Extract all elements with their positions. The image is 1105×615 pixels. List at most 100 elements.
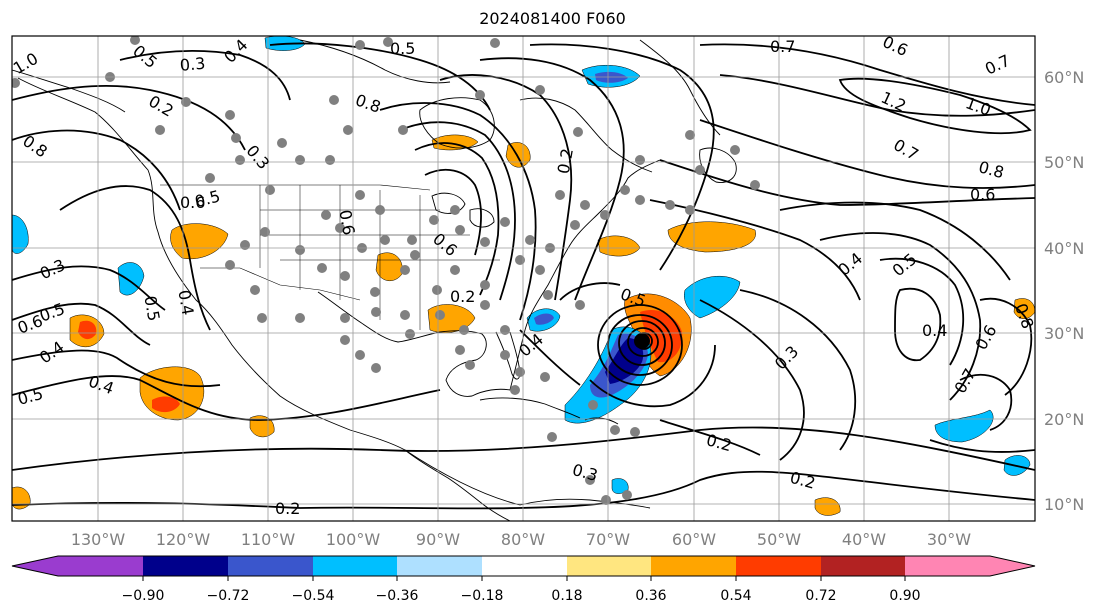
lon-tick-label: 60°W [672,530,716,549]
colorbar-segment [905,556,990,576]
station-dot [295,245,305,255]
contour-line [879,257,965,366]
south-america-north [519,498,651,509]
lon-tick-label: 100°W [326,530,381,549]
colorbar-high-extend [990,556,1035,576]
colorbar-segment [228,556,313,576]
contour-line [699,299,805,461]
station-dot [455,345,465,355]
station-dot [400,310,410,320]
colorbar-tick-label: 0.36 [635,588,666,604]
colorbar-segment [736,556,821,576]
contour-label: 0.6 [180,193,205,212]
station-dot [355,190,365,200]
station-dot [405,329,415,339]
positive-anomaly-california [170,223,229,260]
contour-label: 0.5 [140,294,163,322]
contour-line [59,185,211,331]
station-dot [500,325,510,335]
colorbar-segment [143,556,228,576]
station-dot [231,133,241,143]
station-dot [250,285,260,295]
station-dot [500,350,510,360]
station-dot [610,425,620,435]
contour-line [399,121,516,301]
contour-line [519,329,581,386]
station-dot [355,40,365,50]
station-dot [340,335,350,345]
positive-anomaly-atlantic-ridge [667,221,756,253]
hurricane-contour [597,304,683,386]
station-dot [585,475,595,485]
contour-line [12,349,221,388]
colorbar-ticks [142,576,906,581]
station-dot [398,125,408,135]
lat-tick-label: 40°N [1044,239,1084,258]
station-dot [410,250,420,260]
station-dot [205,173,215,183]
lat-tick-label: 30°N [1044,324,1084,343]
station-dot [181,97,191,107]
station-dot [383,37,393,47]
station-dot [240,240,250,250]
map-plot-area [12,36,1035,521]
colorbar-segment [58,556,143,576]
lon-tick-label: 30°W [927,530,971,549]
contour-line [739,289,857,451]
station-dot [540,372,550,382]
station-dot [295,155,305,165]
station-dot [555,190,565,200]
station-dot [630,427,640,437]
us-canada-border [160,184,431,191]
station-dot [665,200,675,210]
station-dot [547,432,557,442]
station-dot [490,38,500,48]
contour-line [929,439,1035,453]
station-dot [450,265,460,275]
station-dot [535,85,545,95]
map-title: 2024081400 F060 [479,9,626,28]
contour-line [12,375,441,421]
contour-line [979,297,1033,396]
station-dot [480,300,490,310]
lon-tick-label: 80°W [501,530,545,549]
contour-label: 0.4 [922,321,947,340]
station-dot [130,36,140,45]
station-dot [335,223,345,233]
colorbar-tick-label: 0.54 [720,588,751,604]
station-dot [317,263,327,273]
contour-line [699,43,1035,106]
contour-line [379,102,537,321]
station-dot [750,180,760,190]
colorbar-outline [11,555,1036,577]
contour-line [659,159,1035,206]
contour-line [119,49,291,101]
labrador [519,97,653,173]
central-america [404,449,511,521]
arctic-islands [299,39,451,84]
contour-line [894,287,942,362]
station-dot [635,195,645,205]
state-lines [259,185,500,330]
colorbar-segment [482,556,567,576]
contour-line [559,282,621,301]
lat-tick-label: 10°N [1044,495,1084,514]
station-dot [295,313,305,323]
station-dot [622,490,632,500]
station-dot [371,307,381,317]
station-dot [570,220,580,230]
storm-center-marker [634,333,650,349]
contour-line [699,119,1035,189]
station-dot [435,310,445,320]
negative-anomaly-west-edge [12,214,29,254]
station-dot [265,185,275,195]
station-dot [465,360,475,370]
negative-anomaly-east-atlantic [934,409,994,443]
colorbar: −0.90 −0.72 −0.54 −0.36 −0.18 0.18 0.36 … [11,555,1036,604]
station-dot [225,110,235,120]
positive-anomaly-southeast [814,497,841,516]
contour-line [529,43,715,271]
station-dot [329,95,339,105]
station-dot [580,200,590,210]
station-dot [695,165,705,175]
